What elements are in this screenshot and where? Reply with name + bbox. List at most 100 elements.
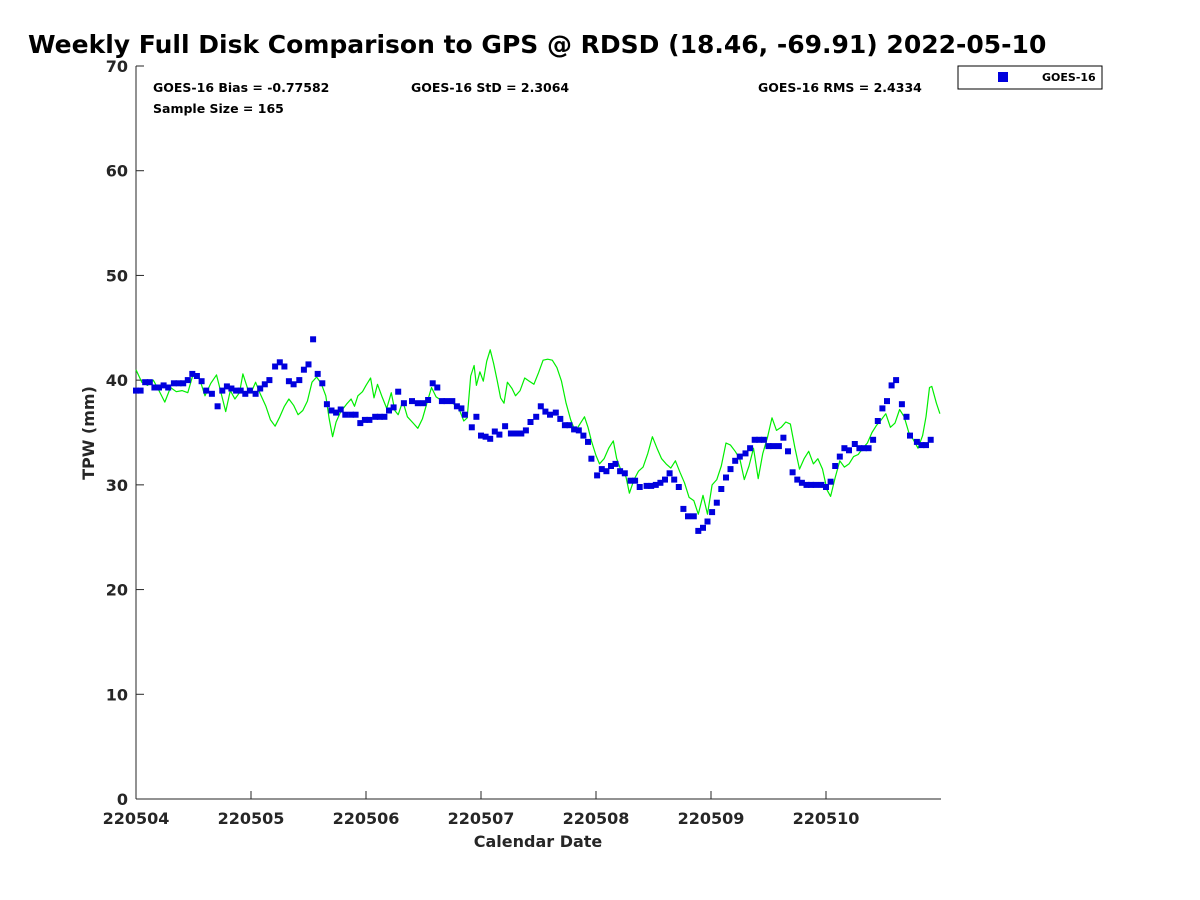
goes16-point [571,426,578,433]
y-tick-label: 0 [117,790,128,809]
goes16-point [400,400,407,407]
goes16-point [151,384,158,391]
goes16-point [170,380,177,387]
goes16-point [841,445,848,452]
goes16-point [482,433,489,440]
goes16-point [502,423,509,430]
goes16-point [496,431,503,438]
goes16-point [884,398,890,405]
goes16-point [643,482,650,489]
goes16-point [913,438,920,445]
goes16-point [142,379,149,386]
x-tick-label: 220507 [448,809,515,828]
x-tick-label: 220509 [678,809,745,828]
goes16-point [765,443,772,450]
goes16-point [386,407,392,414]
goes16-point [242,390,249,397]
goes16-point [491,428,498,435]
goes16-point [575,427,582,434]
chart-title: Weekly Full Disk Comparison to GPS @ RDS… [28,30,1047,59]
goes16-point [198,378,205,385]
y-axis-label: TPW (mm) [79,386,98,480]
goes16-point [233,387,240,394]
goes16-point [566,422,573,429]
goes16-point [704,518,711,525]
goes16-point [770,443,777,450]
goes16-point [272,363,279,370]
goes16-point [760,436,767,443]
goes16-point [300,366,307,373]
goes16-point [443,398,450,405]
x-tick-label: 220510 [793,809,860,828]
goes16-point [352,411,359,418]
goes16-point [390,404,397,411]
goes16-point [376,413,383,420]
goes16-point [580,432,587,439]
goes16-point [709,509,716,516]
goes16-point [723,474,729,481]
goes16-point [557,415,564,422]
goes16-point [146,379,153,386]
goes16-point [865,445,872,452]
goes16-point [927,436,934,443]
goes16-point [851,441,858,447]
goes16-point [458,405,465,412]
goes16-point [785,448,791,455]
goes16-point [612,460,619,467]
goes16-point [780,434,787,441]
goes16-point [257,385,264,392]
goes16-point [507,430,514,437]
stats-box: GOES-16 Bias = -0.77582 GOES-16 StD = 2.… [153,80,922,116]
goes16-point [276,359,283,366]
y-tick-label: 30 [106,476,128,495]
goes16-point [537,403,544,410]
goes16-point [165,384,172,391]
goes16-point [219,387,226,394]
goes16-point [361,416,368,423]
goes16-point [860,445,867,452]
goes16-point [342,411,349,418]
goes16-point [756,436,763,443]
goes16-point [533,413,540,420]
goes16-point [666,470,673,477]
goes16-point [420,400,427,407]
goes16-point [598,466,605,473]
goes16-point [281,363,288,370]
goes16-point [585,438,591,445]
goes16-point [893,377,900,384]
goes16-point [189,370,196,377]
y-tick-label: 10 [106,685,128,704]
goes16-point [794,476,801,483]
goes16-point [366,416,373,423]
goes16-point [789,469,796,476]
goes16-point [461,411,468,418]
goes16-point [775,443,782,450]
goes16-point [328,407,335,414]
goes16-point [156,384,162,391]
goes16-point [547,411,553,418]
goes16-point [856,445,863,452]
goes16-point [671,476,678,483]
goes16-point [409,398,415,405]
goes16-point [648,482,655,489]
goes16-point [266,377,273,384]
goes16-point [473,413,480,420]
goes16-point [836,453,843,460]
goes16-point [870,436,877,443]
goes16-point [246,387,253,394]
goes16-point [846,447,852,454]
goes16-point [237,387,244,394]
goes16-point [333,409,340,416]
goes16-point [434,384,441,391]
goes16-point [512,430,519,437]
goes16-point [732,457,739,464]
goes16-point [627,477,634,484]
goes16-point [395,388,402,395]
goes16-point [487,435,494,442]
goes16-point [903,413,910,420]
goes16-point [727,466,734,473]
goes16-point [617,468,624,475]
goes16-point [223,383,230,390]
goes16-point [305,361,312,368]
